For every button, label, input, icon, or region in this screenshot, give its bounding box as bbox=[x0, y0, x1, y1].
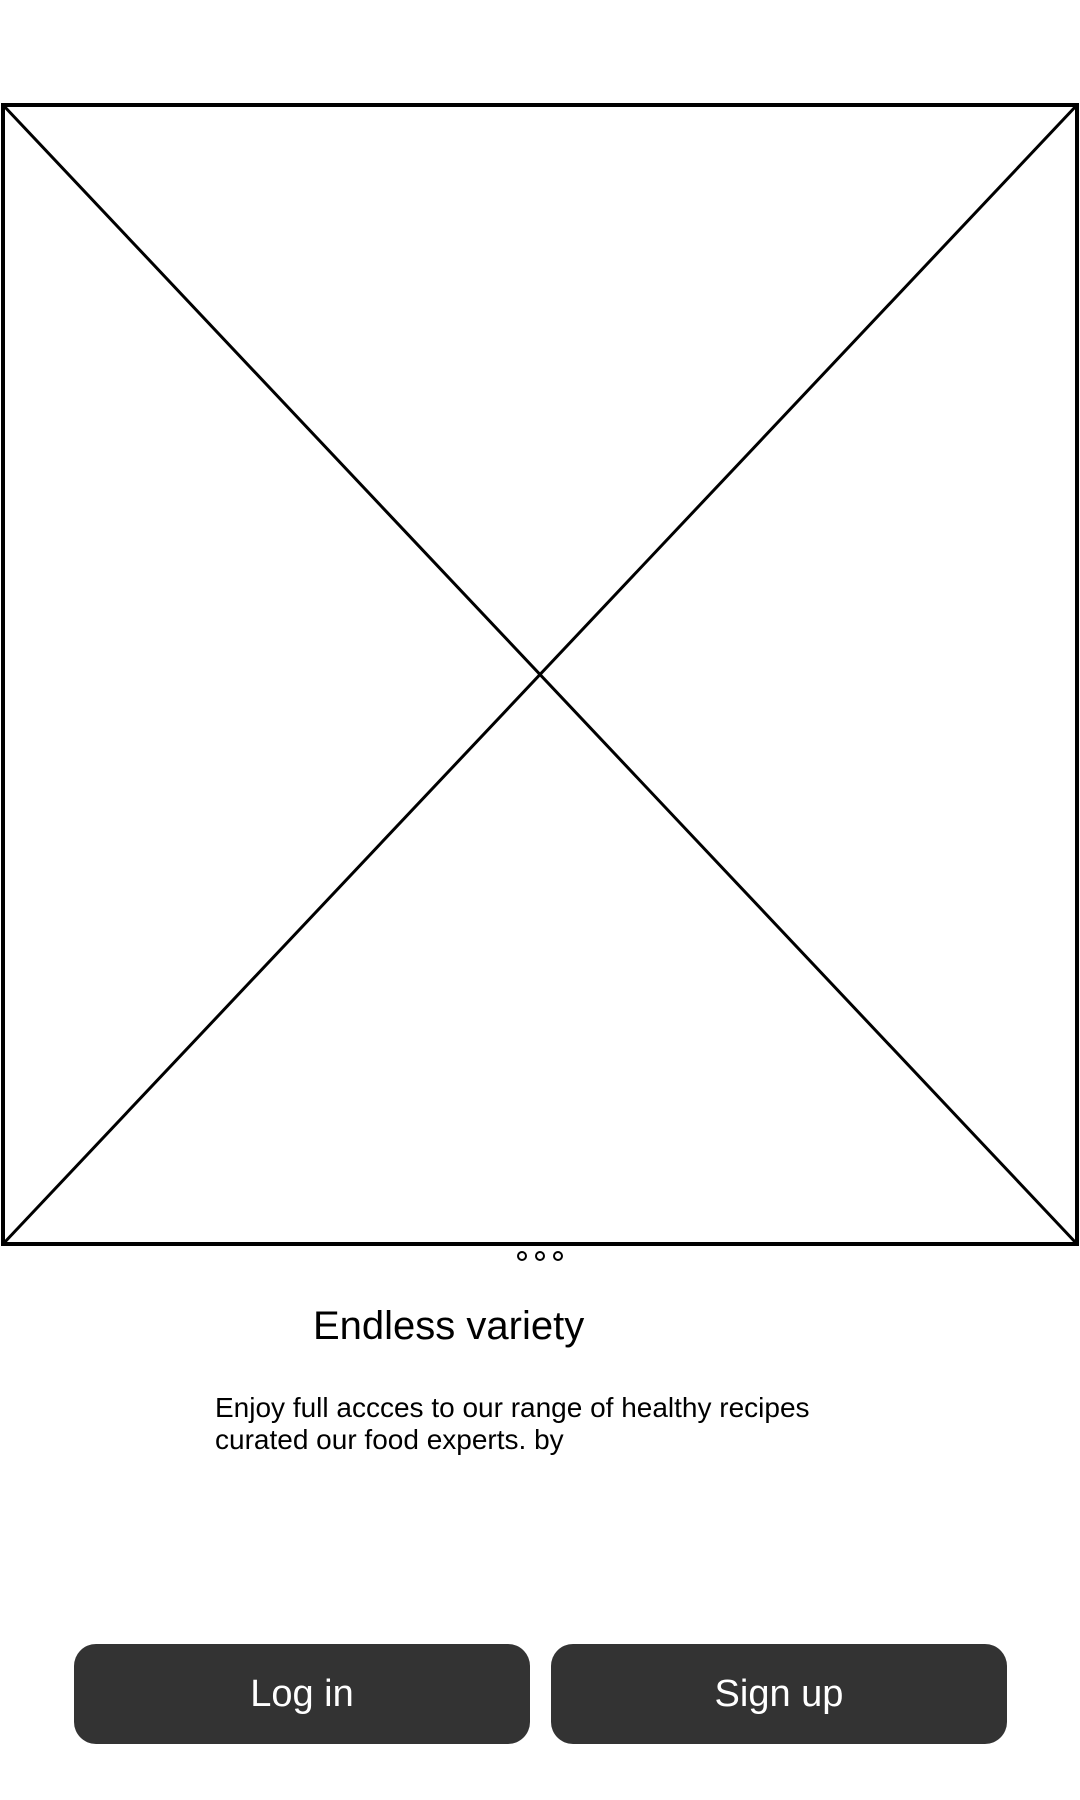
hero-image-placeholder bbox=[0, 102, 1080, 1247]
page-dot-1[interactable] bbox=[517, 1251, 527, 1261]
image-placeholder-icon bbox=[1, 103, 1079, 1246]
signup-button[interactable]: Sign up bbox=[551, 1644, 1007, 1744]
onboarding-description: Enjoy full accces to our range of health… bbox=[215, 1392, 895, 1456]
onboarding-title: Endless variety bbox=[313, 1304, 585, 1348]
carousel-page-indicator bbox=[0, 1251, 1080, 1261]
login-button[interactable]: Log in bbox=[74, 1644, 530, 1744]
description-line-1: Enjoy full accces to our range of health… bbox=[215, 1392, 810, 1423]
page-dot-3[interactable] bbox=[553, 1251, 563, 1261]
page-dot-2[interactable] bbox=[535, 1251, 545, 1261]
description-line-2: curated our food experts. by bbox=[215, 1424, 564, 1455]
